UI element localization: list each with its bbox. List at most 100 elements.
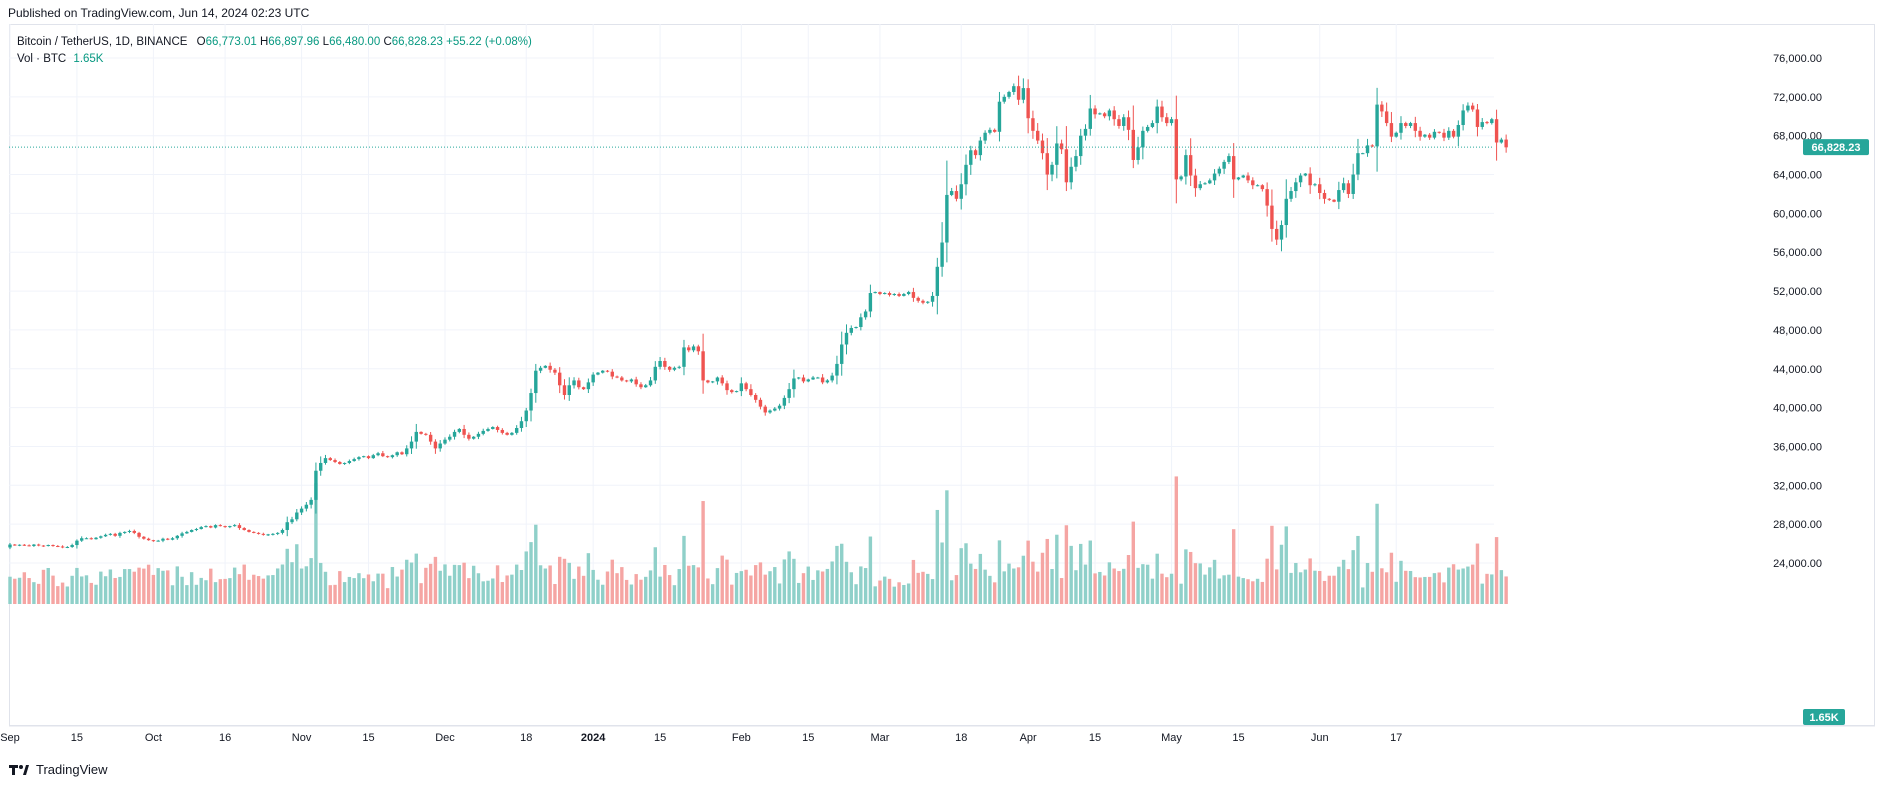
volume-bar — [538, 565, 543, 604]
volume-bar — [787, 551, 791, 604]
volume-bar — [1308, 558, 1312, 604]
volume-bar — [1165, 577, 1169, 604]
candle-down — [1165, 117, 1169, 124]
candle-up — [1141, 130, 1145, 148]
volume-bar — [553, 584, 557, 604]
legend-row-volume: Vol · BTC 1.65K — [17, 51, 532, 68]
volume-bar — [242, 564, 246, 604]
candle-up — [1074, 156, 1078, 167]
candle-down — [13, 544, 17, 546]
current-volume-tag: 1.65K — [1803, 709, 1845, 725]
candle-down — [548, 365, 552, 370]
volume-bar — [1002, 571, 1006, 604]
candle-up — [1490, 119, 1494, 124]
candle-up — [185, 531, 189, 534]
volume-bar — [1131, 521, 1135, 604]
footer-brand[interactable]: TradingView — [9, 762, 108, 777]
volume-bar — [376, 573, 380, 604]
candle-down — [237, 525, 242, 529]
candle-down — [381, 453, 385, 457]
candle-up — [1341, 183, 1346, 191]
candle-up — [1394, 132, 1398, 137]
volume-bar — [964, 543, 968, 604]
candle-up — [65, 546, 70, 548]
volume-bar — [500, 582, 505, 604]
legend-volume-label: Vol · BTC — [17, 53, 67, 65]
candle-up — [1088, 108, 1092, 129]
time-tick-label: 16 — [219, 732, 231, 744]
candle-up — [510, 432, 514, 435]
candle-up — [457, 428, 462, 432]
candle-down — [1494, 119, 1499, 143]
volume-bar — [1399, 560, 1403, 604]
candle-down — [973, 150, 978, 156]
volume-bar — [280, 564, 285, 604]
volume-bar — [1074, 570, 1078, 604]
volume-bar — [1169, 573, 1174, 604]
volume-bar — [1289, 572, 1293, 604]
legend-high-label: H — [259, 36, 269, 48]
candle-up — [1055, 143, 1059, 165]
volume-bar — [744, 569, 748, 604]
candle-down — [620, 377, 624, 381]
candle-up — [1456, 125, 1461, 137]
legend-low-value: 66,480.00 — [329, 36, 381, 48]
candle-up — [1356, 153, 1360, 175]
candle-up — [1203, 183, 1207, 185]
volume-bar — [70, 575, 74, 604]
volume-bar — [1279, 544, 1284, 604]
volume-bar — [1260, 581, 1265, 604]
candle-up — [677, 366, 681, 368]
volume-bar — [811, 579, 815, 604]
candle-down — [419, 431, 423, 434]
candle-up — [682, 347, 686, 367]
candle-up — [46, 545, 50, 547]
volume-bar — [448, 575, 452, 604]
candle-up — [811, 377, 815, 380]
volume-bar — [443, 564, 447, 604]
candle-up — [452, 431, 457, 437]
candle-down — [467, 434, 471, 439]
legend-symbol: Bitcoin / TetherUS, 1D, BINANCE — [17, 36, 188, 48]
volume-bar — [362, 578, 366, 604]
legend-change-value: +55.22 (+0.08%) — [446, 36, 532, 48]
price-tick-label: 76,000.00 — [1773, 53, 1822, 65]
candle-up — [543, 365, 548, 368]
volume-bar — [624, 579, 629, 604]
time-tick-label: Nov — [292, 732, 312, 744]
volume-bar — [1255, 578, 1260, 604]
time-tick-label: 15 — [1089, 732, 1101, 744]
candle-up — [859, 317, 863, 328]
volume-bar — [94, 584, 98, 604]
price-axis[interactable]: 76,000.0072,000.0068,000.0064,000.0060,0… — [1773, 53, 1822, 570]
volume-bar — [1122, 568, 1126, 604]
candle-up — [75, 540, 79, 546]
time-axis[interactable]: Sep 15 Oct 16 Nov 15 Dec 18 2024 15 Feb 15 Mar 18 Apr 1… — [0, 725, 1875, 744]
volume-bar — [753, 565, 758, 604]
candle-up — [691, 346, 696, 351]
volume-bar — [400, 569, 404, 604]
volume-bar — [1384, 572, 1389, 604]
volume-bar — [1193, 563, 1198, 604]
volume-bar — [978, 553, 983, 604]
footer-brand-text: TradingView — [36, 762, 108, 777]
candle-up — [524, 410, 528, 422]
candle-down — [146, 538, 151, 541]
candle-up — [940, 242, 944, 267]
candle-up — [538, 367, 543, 371]
candle-up — [290, 519, 294, 523]
candle-down — [424, 433, 428, 435]
volume-bar — [921, 571, 925, 604]
volume-bar — [510, 574, 514, 604]
candle-up — [1069, 166, 1073, 183]
candle-up — [486, 428, 490, 431]
volume-bar — [710, 584, 715, 604]
volume-bar — [27, 578, 31, 604]
volume-bar — [237, 574, 242, 604]
volume-bar — [1470, 564, 1475, 604]
candle-up — [8, 544, 12, 548]
candle-up — [127, 530, 132, 532]
volume-bar — [1160, 573, 1164, 604]
volume-bar — [988, 575, 992, 604]
